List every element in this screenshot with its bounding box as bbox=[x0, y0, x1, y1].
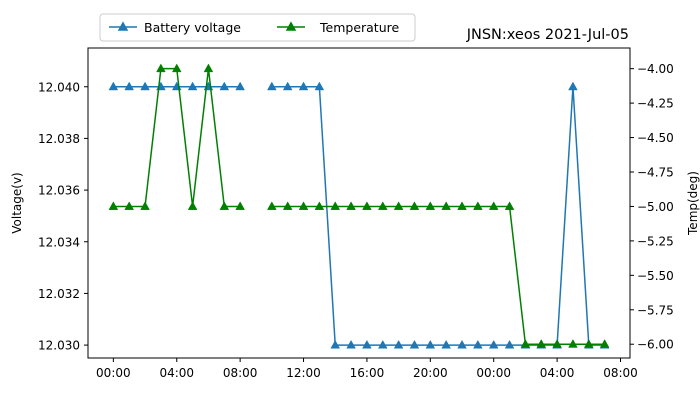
data-point-battery-voltage bbox=[187, 81, 198, 91]
data-point-temperature bbox=[140, 201, 150, 210]
data-point-battery-voltage bbox=[457, 339, 467, 349]
right-y-tick-label: −5.25 bbox=[637, 234, 674, 248]
data-point-battery-voltage bbox=[298, 81, 309, 91]
data-point-temperature bbox=[377, 201, 388, 210]
data-point-temperature bbox=[568, 339, 578, 348]
left-y-axis: 12.030 12.032 12.034 12.036 12.038 12.040 bbox=[38, 80, 88, 353]
legend: Battery voltage Temperature bbox=[99, 13, 416, 42]
data-point-temperature bbox=[171, 63, 182, 73]
x-tick-label: 04:00 bbox=[159, 366, 194, 380]
data-point-temperature bbox=[520, 339, 531, 348]
data-point-battery-voltage bbox=[473, 339, 483, 349]
x-axis: 00:00 04:00 08:00 12:00 16:00 20:00 00:00 04:00… bbox=[96, 358, 638, 380]
legend-marker-battery-voltage bbox=[117, 21, 129, 31]
legend-label-temperature: Temperature bbox=[319, 20, 399, 35]
data-point-battery-voltage bbox=[124, 81, 135, 91]
right-y-tick-label: −4.00 bbox=[637, 62, 674, 76]
data-point-battery-voltage bbox=[568, 81, 578, 91]
legend-marker-temperature bbox=[285, 21, 297, 31]
data-point-temperature bbox=[298, 201, 309, 210]
data-point-temperature bbox=[393, 201, 404, 210]
data-point-temperature bbox=[441, 201, 451, 210]
x-tick-label: 08:00 bbox=[603, 366, 638, 380]
data-point-temperature bbox=[409, 201, 420, 210]
data-point-battery-voltage bbox=[330, 339, 341, 349]
data-point-temperature bbox=[187, 201, 198, 210]
data-point-temperature bbox=[552, 339, 562, 348]
series-line-battery-voltage bbox=[271, 86, 605, 346]
left-y-tick-label: 12.034 bbox=[38, 235, 80, 249]
data-point-temperature bbox=[108, 201, 119, 210]
data-point-temperature bbox=[504, 201, 515, 210]
right-y-axis-label: Temp(deg) bbox=[686, 171, 700, 236]
legend-label-battery-voltage: Battery voltage bbox=[144, 20, 241, 35]
legend-box bbox=[99, 13, 416, 42]
x-tick-label: 00:00 bbox=[476, 366, 511, 380]
x-tick-label: 20:00 bbox=[413, 366, 448, 380]
right-y-tick-label: −5.00 bbox=[637, 200, 674, 214]
data-point-temperature bbox=[267, 201, 277, 210]
left-y-tick-label: 12.036 bbox=[38, 184, 80, 198]
right-y-tick-label: −5.50 bbox=[637, 269, 674, 283]
data-point-temperature bbox=[282, 201, 293, 210]
plot-frame bbox=[87, 47, 631, 359]
right-y-tick-label: −4.25 bbox=[637, 97, 674, 111]
data-point-temperature bbox=[583, 339, 594, 348]
data-point-battery-voltage bbox=[140, 81, 150, 91]
data-point-temperature bbox=[599, 339, 610, 348]
chart-title: JNSN:xeos 2021-Jul-05 bbox=[466, 27, 629, 43]
right-y-tick-label: −5.75 bbox=[637, 303, 674, 317]
x-tick-label: 08:00 bbox=[223, 366, 258, 380]
data-point-battery-voltage bbox=[362, 339, 372, 349]
data-point-temperature bbox=[219, 201, 230, 210]
data-point-battery-voltage bbox=[488, 339, 499, 349]
plot-area bbox=[87, 47, 631, 359]
data-point-battery-voltage bbox=[282, 81, 293, 91]
series-layer bbox=[108, 63, 610, 349]
series-temperature bbox=[108, 63, 610, 348]
right-y-axis: −6.00 −5.75 −5.50 −5.25 −5.00 −4.75 −4.50 −4.25… bbox=[630, 62, 674, 352]
left-y-tick-label: 12.032 bbox=[38, 287, 80, 301]
data-point-temperature bbox=[235, 201, 245, 210]
data-point-temperature bbox=[203, 63, 214, 73]
data-point-battery-voltage bbox=[219, 81, 230, 91]
data-point-temperature bbox=[488, 201, 499, 210]
right-y-tick-label: −4.75 bbox=[637, 166, 674, 180]
x-tick-label: 00:00 bbox=[96, 366, 131, 380]
data-point-battery-voltage bbox=[267, 81, 277, 91]
data-point-temperature bbox=[473, 201, 483, 210]
x-tick-label: 12:00 bbox=[286, 366, 321, 380]
right-y-tick-label: −6.00 bbox=[637, 338, 674, 352]
left-y-tick-label: 12.038 bbox=[38, 132, 80, 146]
left-y-tick-label: 12.030 bbox=[38, 339, 80, 353]
left-y-tick-label: 12.040 bbox=[38, 80, 80, 94]
data-point-battery-voltage bbox=[377, 339, 388, 349]
data-point-battery-voltage bbox=[314, 81, 325, 91]
data-point-battery-voltage bbox=[393, 339, 404, 349]
data-point-battery-voltage bbox=[235, 81, 245, 91]
data-point-temperature bbox=[536, 339, 547, 348]
data-point-temperature bbox=[457, 201, 467, 210]
x-tick-label: 16:00 bbox=[350, 366, 385, 380]
data-point-battery-voltage bbox=[108, 81, 119, 91]
data-point-battery-voltage bbox=[504, 339, 515, 349]
x-tick-label: 04:00 bbox=[540, 366, 575, 380]
left-y-axis-label: Voltage(v) bbox=[10, 172, 24, 233]
series-line-temperature bbox=[271, 205, 605, 345]
data-point-temperature bbox=[330, 201, 341, 210]
data-point-battery-voltage bbox=[409, 339, 420, 349]
data-point-battery-voltage bbox=[425, 339, 436, 349]
data-point-temperature bbox=[156, 63, 166, 73]
right-y-tick-label: −4.50 bbox=[637, 131, 674, 145]
data-point-battery-voltage bbox=[441, 339, 451, 349]
data-point-battery-voltage bbox=[346, 339, 356, 349]
data-point-temperature bbox=[314, 201, 325, 210]
data-point-temperature bbox=[124, 201, 135, 210]
data-point-temperature bbox=[425, 201, 436, 210]
data-point-temperature bbox=[346, 201, 356, 210]
data-point-temperature bbox=[362, 201, 372, 210]
